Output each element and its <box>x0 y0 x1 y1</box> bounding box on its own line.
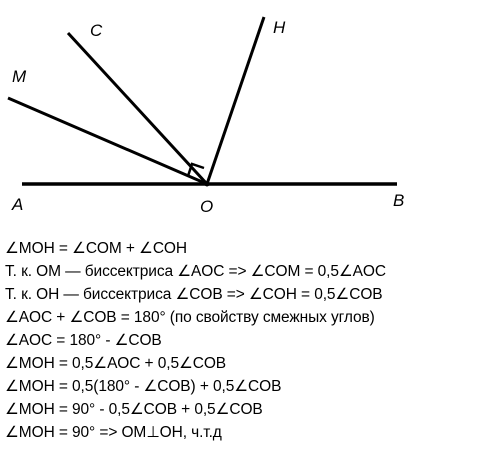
right-angle-mark <box>186 162 205 177</box>
proof-line: ∠MOH = 90° - 0,5∠COB + 0,5∠COB <box>5 401 263 418</box>
ray-om <box>7 96 208 186</box>
point-o <box>204 181 210 187</box>
proof-line: ∠MOH = 0,5(180° - ∠COB) + 0,5∠COB <box>5 378 282 395</box>
proof-line: ∠MOH = 90° => OM⊥OH, ч.т.д <box>5 424 222 441</box>
label-c: C <box>90 21 103 40</box>
label-b: B <box>393 191 404 210</box>
proof-line: Т. к. OH — биссектриса ∠COB => ∠COH = 0,… <box>5 286 383 303</box>
proof-text: ∠MOH = ∠COM + ∠COH Т. к. OM — биссектрис… <box>5 237 495 444</box>
label-m: M <box>12 67 27 86</box>
ray-oc <box>66 31 209 186</box>
proof-line: ∠MOH = ∠COM + ∠COH <box>5 240 187 257</box>
geometry-figure: A B O M C H <box>7 16 404 216</box>
label-o: O <box>200 197 213 216</box>
proof-line: ∠AOC + ∠COB = 180° (по свойству смежных … <box>5 309 375 326</box>
proof-line: Т. к. OM — биссектриса ∠AOC => ∠COM = 0,… <box>5 263 386 280</box>
ray-oh <box>205 16 266 185</box>
proof-line: ∠MOH = 0,5∠AOC + 0,5∠COB <box>5 355 227 372</box>
label-a: A <box>11 195 23 214</box>
label-h: H <box>273 18 286 37</box>
proof-line: ∠AOC = 180° - ∠COB <box>5 332 162 349</box>
